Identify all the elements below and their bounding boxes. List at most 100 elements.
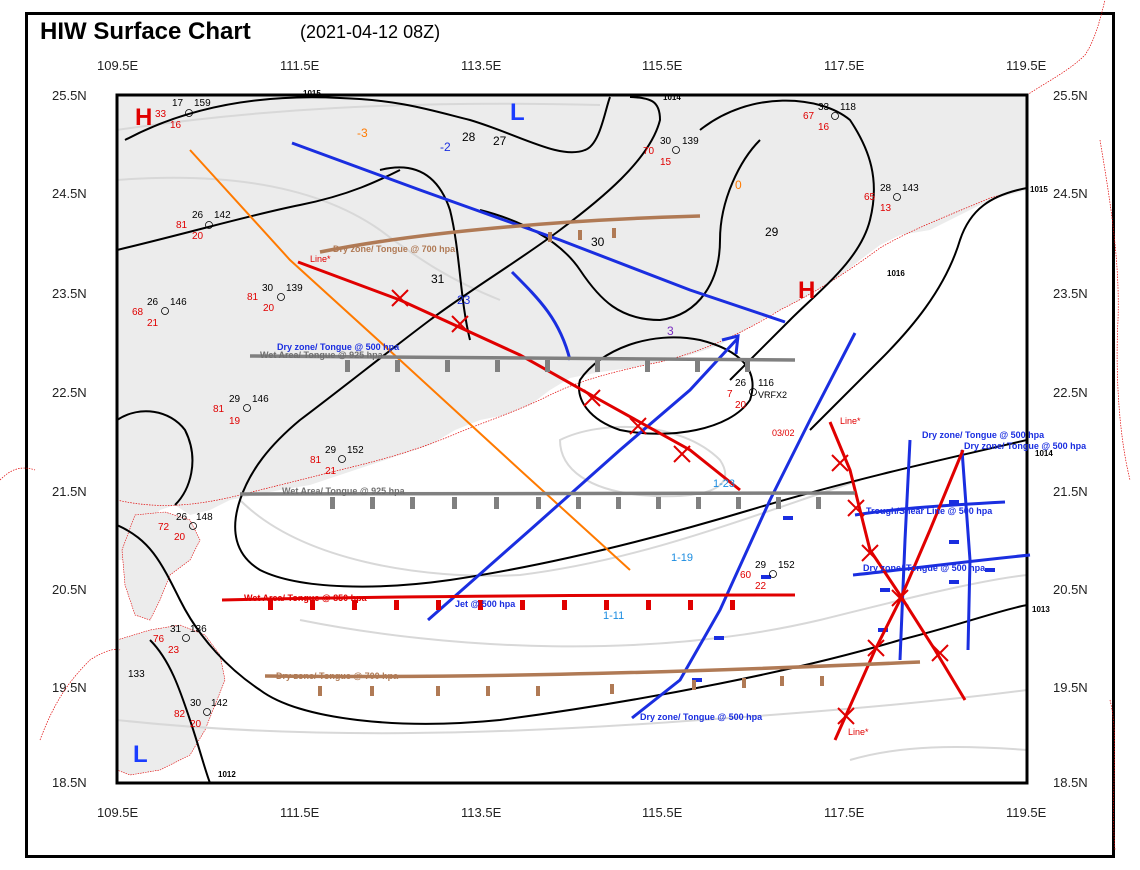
- misc-value: -2: [440, 140, 451, 154]
- front-label: Dry zone/ Tongue @ 500 hpa: [922, 430, 1045, 440]
- station-temp: 26: [176, 512, 188, 523]
- station-plot: 29 152 60 22: [740, 560, 795, 592]
- station-temp: 26: [735, 378, 747, 389]
- front-label: Dry zone/ Tongue @ 500 hpa: [277, 342, 400, 352]
- front-tick: [578, 230, 582, 240]
- faint-contour: [558, 425, 727, 498]
- front-tick: [646, 600, 651, 610]
- station-dewpoint: 68: [132, 307, 144, 318]
- front-label: Dry zone/ Tongue @ 700 hpa: [333, 244, 456, 254]
- front-label: Dry zone/ Tongue @ 500 hpa: [640, 712, 763, 722]
- lat-label-left: 19.5N: [52, 680, 87, 695]
- station-dewpoint: 81: [213, 404, 225, 415]
- front-cross: [673, 445, 691, 463]
- chart-frame: [25, 12, 1115, 858]
- front-tick: [478, 600, 483, 610]
- lat-label-right: 21.5N: [1053, 484, 1088, 499]
- dash-marker: [880, 588, 890, 592]
- isobar-1016-east: [699, 99, 875, 381]
- station-dewpoint: 60: [740, 570, 752, 581]
- dry-700-top-line: [319, 214, 701, 254]
- front-tick: [745, 360, 750, 372]
- brown-lines: [264, 214, 921, 679]
- station-dewpoint: 81: [247, 292, 259, 303]
- jet-500-arrow: [427, 336, 740, 622]
- isobar-labels: 1015 1014 1016 1015 1014 1013 1012: [218, 89, 1053, 779]
- station-pressure: 116: [758, 378, 774, 389]
- lat-label-left: 24.5N: [52, 186, 87, 201]
- front-tick: [692, 680, 696, 690]
- front-cross: [847, 499, 865, 517]
- station-temp: 31: [170, 624, 182, 635]
- front-tick: [436, 600, 441, 610]
- isobar-layer: [117, 96, 1027, 783]
- front-tick: [370, 497, 375, 509]
- station-circle: [203, 708, 211, 716]
- front-tick: [616, 497, 621, 509]
- misc-value: VRFX2: [758, 390, 787, 400]
- front-cross: [451, 315, 469, 333]
- wet-925-upper-line: [249, 354, 796, 362]
- front-cross: [391, 289, 409, 307]
- front-tick: [445, 360, 450, 372]
- front-label: Wet Area/ Tongue @ 925 hpa: [282, 486, 406, 496]
- front-tick: [656, 497, 661, 509]
- front-tick: [780, 676, 784, 686]
- red-lines: [221, 260, 967, 741]
- front-tick: [520, 600, 525, 610]
- dash-marker: [714, 636, 724, 640]
- station-pressure: 142: [211, 698, 228, 709]
- lon-label-top: 113.5E: [461, 58, 502, 73]
- station-temp: 33: [818, 102, 830, 113]
- front-tick: [742, 678, 746, 688]
- station-extra: 20: [263, 303, 275, 314]
- front-label: Dry zone/ Tongue @ 700 hpa: [276, 671, 399, 681]
- trough-shear-line: [854, 500, 1006, 517]
- lon-label-bottom: 115.5E: [642, 805, 683, 820]
- isobar-1014-north: [234, 96, 1027, 588]
- misc-value: 1-23: [713, 478, 735, 490]
- station-temp: 30: [660, 136, 672, 147]
- station-plot: 26 146 68 21: [132, 297, 187, 329]
- high-pressure-center: H: [798, 277, 815, 304]
- chart-timestamp: (2021-04-12 08Z): [300, 22, 441, 42]
- station-circle: [749, 388, 757, 396]
- station-circle: [182, 634, 190, 642]
- wet-850-line: [221, 593, 796, 602]
- station-temp: 30: [190, 698, 202, 709]
- front-tick: [548, 232, 552, 242]
- front-tick: [345, 360, 350, 372]
- front-cross: [861, 544, 879, 562]
- front-label: Line*: [310, 254, 331, 264]
- dash-marker: [761, 575, 771, 579]
- isobar-west: [117, 169, 401, 251]
- misc-value: 0: [735, 178, 742, 192]
- lon-label-top: 115.5E: [642, 58, 683, 73]
- station-dewpoint: 81: [310, 455, 322, 466]
- front-tick: [452, 497, 457, 509]
- station-extra: 22: [755, 581, 767, 592]
- dry-zone-right-3: [852, 553, 1031, 577]
- front-tick: [645, 360, 650, 372]
- station-temp: 26: [147, 297, 159, 308]
- coastline-east: [1026, 0, 1106, 96]
- station-dewpoint: 70: [643, 146, 655, 157]
- front-tick: [604, 600, 609, 610]
- station-markers: [161, 109, 901, 716]
- front-tick: [695, 360, 700, 372]
- front-tick: [310, 600, 315, 610]
- misc-value: 23: [457, 293, 471, 307]
- faint-contour: [117, 102, 601, 131]
- front-tick: [536, 497, 541, 509]
- misc-values: 28 30 29 31 27 -2 -3 0 3 23 VRFX2 03/02 …: [128, 126, 795, 680]
- isobar-1012: [149, 639, 211, 783]
- station-dewpoint: 33: [155, 109, 167, 120]
- blue-lines: [291, 141, 1031, 720]
- station-extra: 16: [818, 122, 830, 133]
- lon-label-bottom: 117.5E: [824, 805, 865, 820]
- dry-700-bottom-line: [264, 660, 921, 679]
- front-label: Line*: [840, 416, 861, 426]
- station-plot: 26 116 7 20: [727, 378, 774, 411]
- isobar-label: 1015: [1030, 185, 1048, 194]
- faint-contour: [849, 746, 1027, 761]
